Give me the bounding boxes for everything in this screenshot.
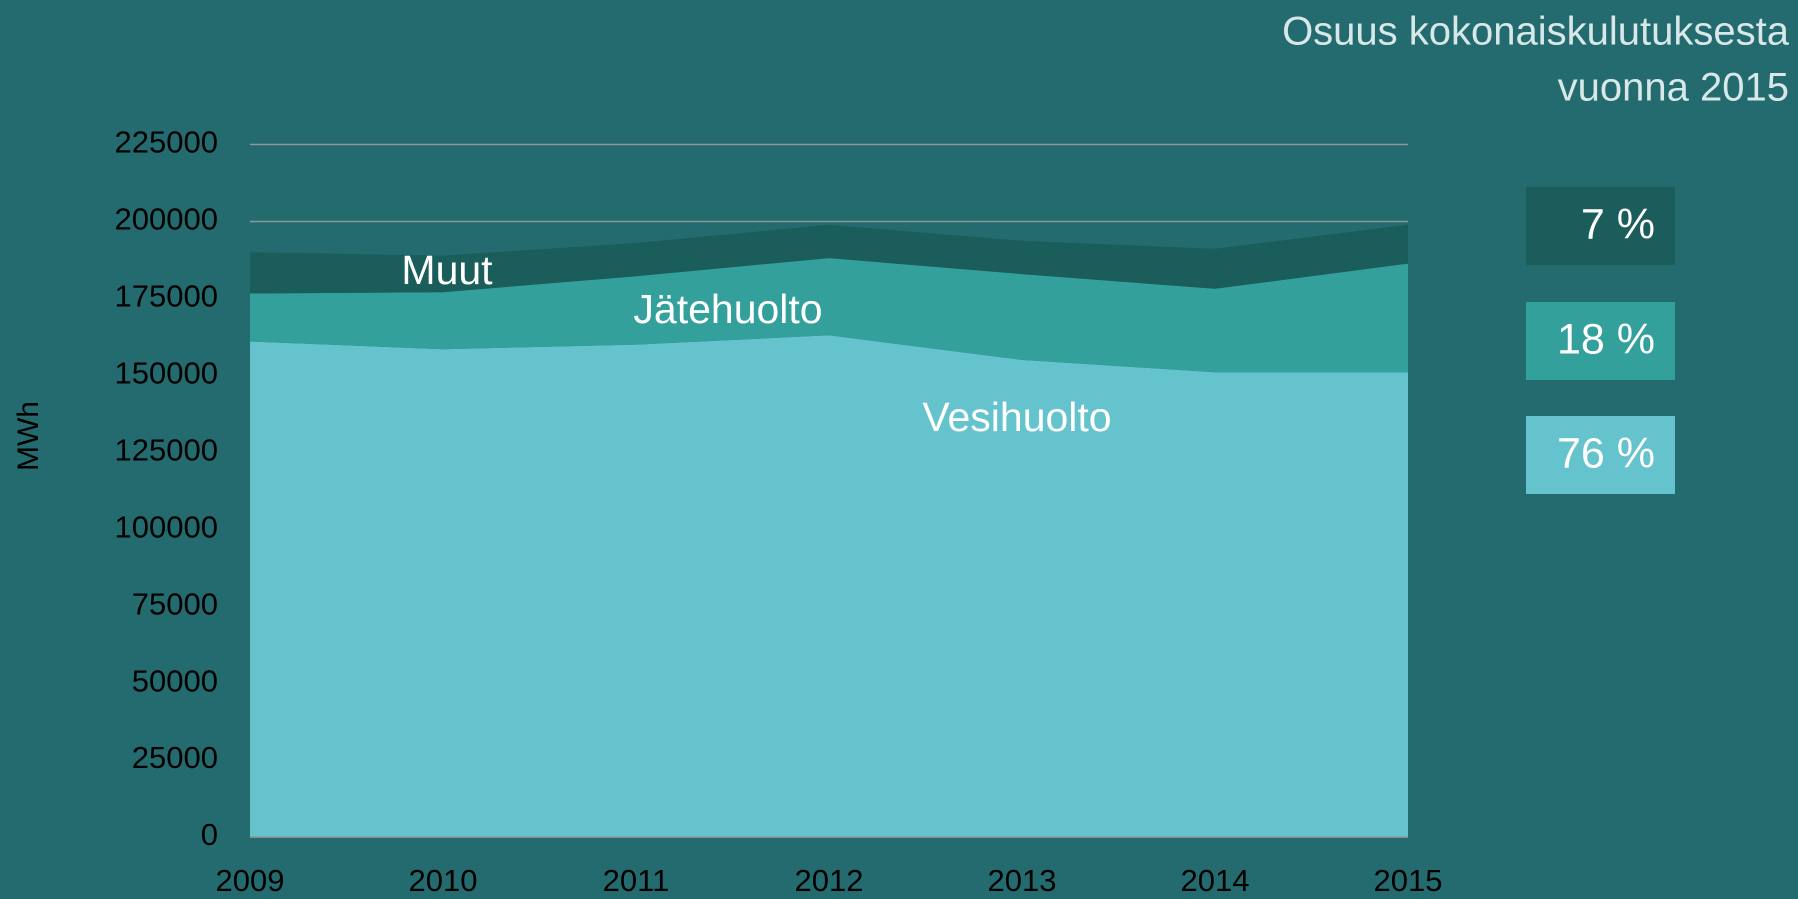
chart-title: Osuus kokonaiskulutuksesta <box>1282 10 1790 54</box>
area <box>250 258 1408 373</box>
y-tick-label: 225000 <box>115 125 218 160</box>
area <box>250 335 1408 837</box>
x-tick-label: 2010 <box>409 863 478 898</box>
share-box <box>1526 187 1675 265</box>
share-box <box>1526 416 1675 494</box>
y-tick-label: 175000 <box>115 279 218 314</box>
x-tick-label: 2014 <box>1181 863 1250 898</box>
share-label: 7 % <box>1581 200 1655 248</box>
x-tick-label: 2013 <box>988 863 1057 898</box>
y-tick-label: 200000 <box>115 202 218 237</box>
y-tick-label: 150000 <box>115 356 218 391</box>
x-tick-label: 2009 <box>216 863 285 898</box>
x-tick-label: 2011 <box>603 863 670 898</box>
series-label: Vesihuolto <box>922 394 1111 440</box>
series-label: Muut <box>401 247 493 293</box>
share-label: 76 % <box>1557 429 1655 477</box>
y-tick-label: 125000 <box>115 432 218 467</box>
share-box <box>1526 302 1675 380</box>
series-label: Jätehuolto <box>633 286 822 332</box>
y-tick-label: 25000 <box>132 740 218 775</box>
y-axis-label: MWh <box>12 401 45 471</box>
y-tick-label: 0 <box>201 817 218 852</box>
y-tick-label: 100000 <box>115 509 218 544</box>
share-label: 18 % <box>1557 315 1655 363</box>
y-tick-label: 50000 <box>132 663 218 698</box>
x-tick-label: 2012 <box>795 863 864 898</box>
y-tick-label: 75000 <box>132 586 218 621</box>
x-tick-label: 2015 <box>1374 863 1443 898</box>
area <box>250 224 1408 294</box>
chart-title: vuonna 2015 <box>1558 66 1789 110</box>
